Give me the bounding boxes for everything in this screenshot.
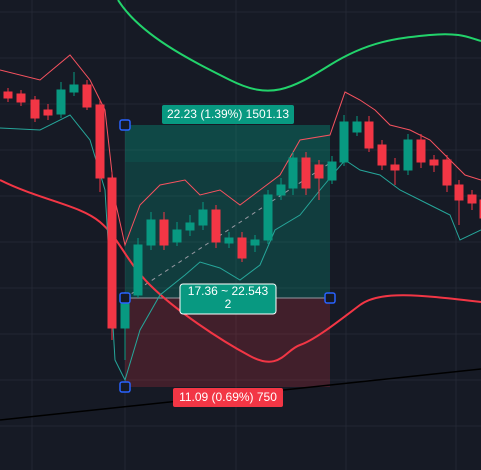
candle [250,239,260,246]
candle [198,209,208,226]
candle [56,89,66,115]
candle [30,99,40,119]
candle [211,209,221,243]
lower-envelope [0,114,481,382]
quantity-label: 2 [225,297,232,311]
handle[interactable] [119,119,131,131]
candle [133,244,143,296]
candle [107,177,117,329]
target-label: 22.23 (1.39%) 1501.13 [167,107,289,121]
projection-line [124,162,331,299]
candle [16,93,26,103]
candle [276,184,286,196]
candle [95,104,105,179]
handle[interactable] [324,292,336,304]
stop-label-box [173,388,283,407]
candle [390,164,400,171]
candle [237,237,247,259]
lower-ma-line [0,179,481,363]
handle[interactable] [119,292,131,304]
profit-zone [125,125,330,298]
candle [301,157,311,189]
candle [146,219,156,246]
candle [467,194,477,204]
candle [224,237,234,244]
stop-label: 11.09 (0.69%) 750 [179,390,277,404]
upper-band-line [117,0,481,92]
candle [69,84,79,93]
handle[interactable] [119,381,131,393]
candle [364,121,374,149]
candle [403,139,413,171]
candle [339,121,349,163]
candle [416,139,426,163]
candle [82,84,92,108]
profit-zone-top [125,125,330,162]
candle [263,194,273,241]
candle [377,144,387,166]
candle [185,222,195,231]
target-label-box [162,105,294,124]
candle [352,121,362,133]
candle [43,109,53,116]
candle [429,159,439,166]
candle [327,161,337,181]
entry-label: 17.36 ~ 22.543 [188,284,269,298]
candle [314,164,324,179]
candles [3,72,481,360]
candle [159,219,169,246]
upper-envelope [0,54,481,247]
candle [288,157,298,189]
candle [120,299,130,329]
candle [172,229,182,243]
candle [454,184,464,201]
candle [3,91,13,99]
candle [442,159,452,186]
entry-label-box [179,283,277,315]
